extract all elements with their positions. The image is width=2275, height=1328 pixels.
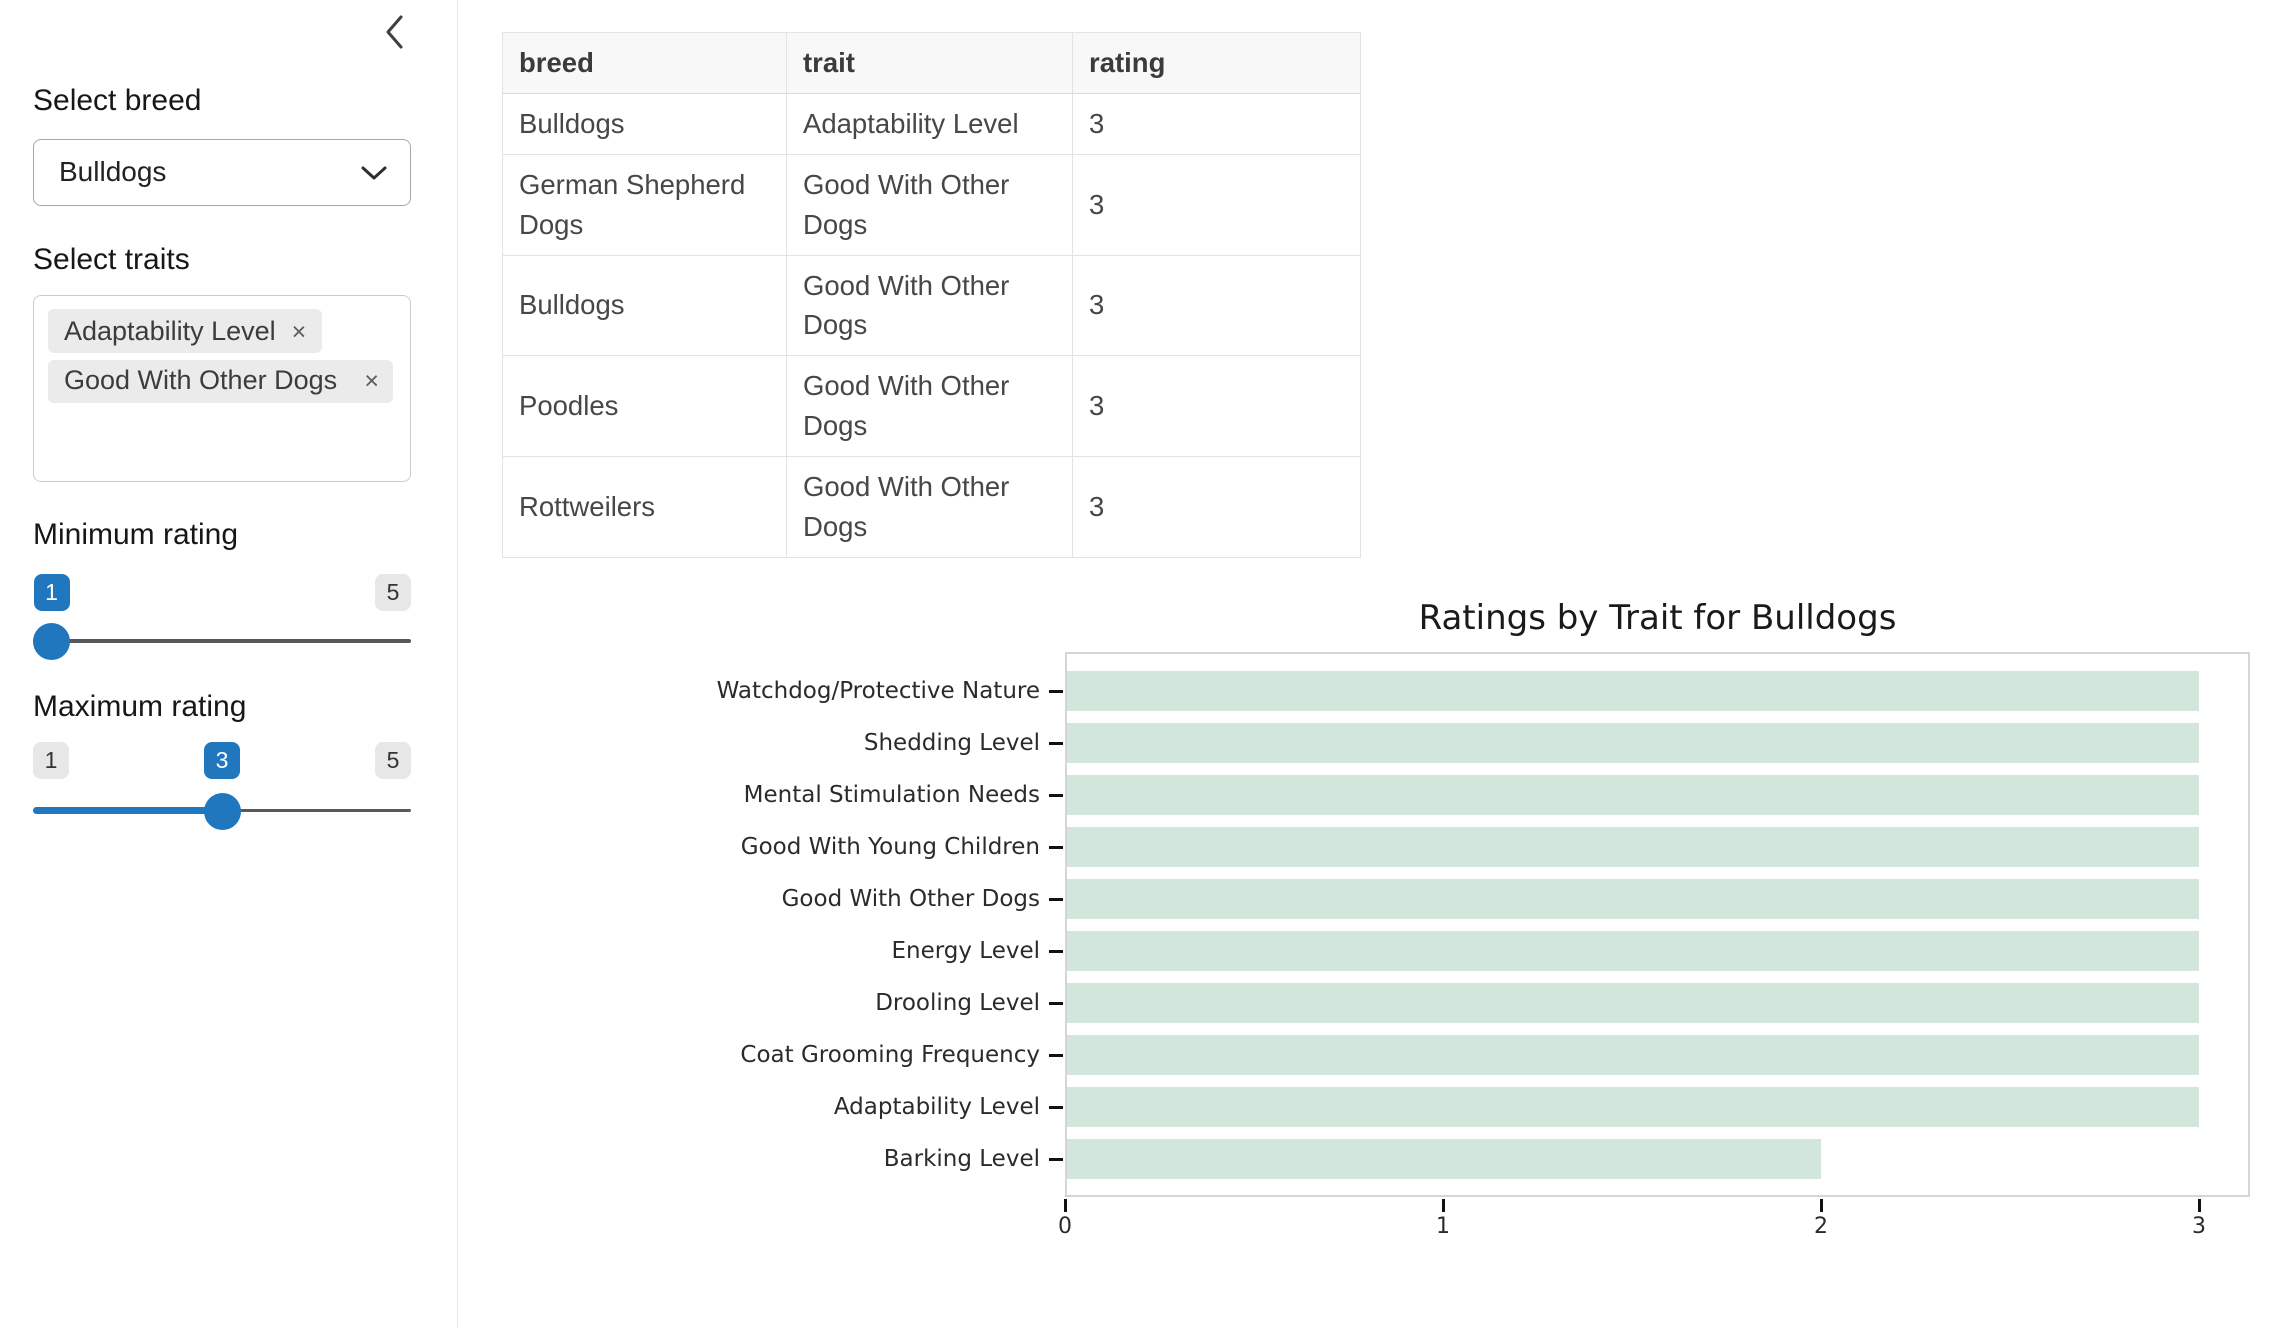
- table-row: Bulldogs Adaptability Level 3: [502, 92, 1361, 155]
- table-cell: Adaptability Level: [786, 92, 1073, 155]
- breed-select[interactable]: Bulldogs: [33, 139, 411, 206]
- y-tick: [1049, 793, 1063, 797]
- y-tick: [1049, 689, 1063, 693]
- x-tick: [1819, 1199, 1823, 1212]
- x-tick: [2197, 1199, 2201, 1212]
- traits-label: Select traits: [33, 243, 190, 276]
- y-axis-label: Mental Stimulation Needs: [743, 782, 1040, 808]
- slider-fill: [33, 807, 222, 814]
- bar: [1067, 1087, 2199, 1127]
- max-rating-label: Maximum rating: [33, 690, 247, 723]
- trait-tag-label: Adaptability Level: [64, 316, 276, 346]
- chevron-down-icon: [360, 165, 388, 187]
- table-cell: Good With Other Dogs: [786, 153, 1073, 256]
- traits-multiselect[interactable]: Adaptability Level × Good With Other Dogs…: [33, 295, 411, 482]
- table-cell: Good With Other Dogs: [786, 456, 1073, 558]
- table-cell: 3: [1072, 92, 1361, 155]
- table-cell: Good With Other Dogs: [786, 254, 1073, 357]
- trait-tag: Good With Other Dogs ×: [48, 360, 393, 403]
- y-tick: [1049, 845, 1063, 849]
- slider-max-badge: 5: [375, 574, 411, 611]
- y-tick: [1049, 897, 1063, 901]
- bar: [1067, 723, 2199, 763]
- trait-tag: Adaptability Level ×: [48, 309, 323, 353]
- trait-tag-label: Good With Other Dogs: [64, 365, 338, 395]
- table-cell: Rottweilers: [502, 456, 787, 558]
- x-tick: [1063, 1199, 1067, 1212]
- y-tick: [1049, 1053, 1063, 1057]
- table-cell: Good With Other Dogs: [786, 355, 1073, 457]
- bar: [1067, 879, 2199, 919]
- table-row: German Shepherd Dogs Good With Other Dogs…: [502, 153, 1361, 256]
- table-row: Rottweilers Good With Other Dogs 3: [502, 456, 1361, 558]
- table-cell: Poodles: [502, 355, 787, 457]
- x-tick-label: 0: [1058, 1214, 1072, 1239]
- table-cell: Bulldogs: [502, 92, 787, 155]
- x-tick-label: 3: [2192, 1214, 2206, 1239]
- y-tick: [1049, 949, 1063, 953]
- bar: [1067, 983, 2199, 1023]
- table-cell: 3: [1072, 254, 1361, 357]
- table-row: Bulldogs Good With Other Dogs 3: [502, 254, 1361, 357]
- slider-track[interactable]: [33, 639, 411, 643]
- table-body: Bulldogs Adaptability Level 3 German Shephe…: [502, 92, 1361, 558]
- chevron-left-icon: [383, 15, 407, 54]
- table-cell: Bulldogs: [502, 254, 787, 357]
- slider-min-badge: 1: [33, 742, 69, 779]
- table-header-cell: rating: [1072, 32, 1361, 94]
- y-axis-label: Energy Level: [891, 938, 1040, 964]
- bar: [1067, 827, 2199, 867]
- slider-max-badge: 5: [375, 742, 411, 779]
- y-tick: [1049, 1157, 1063, 1161]
- x-tick-label: 1: [1436, 1214, 1450, 1239]
- y-axis-label: Good With Other Dogs: [781, 886, 1040, 912]
- bar: [1067, 671, 2199, 711]
- table-row: Poodles Good With Other Dogs 3: [502, 355, 1361, 457]
- bar: [1067, 1035, 2199, 1075]
- remove-icon[interactable]: ×: [291, 318, 307, 346]
- x-tick: [1441, 1199, 1445, 1212]
- table-cell: 3: [1072, 456, 1361, 558]
- min-rating-label: Minimum rating: [33, 518, 239, 551]
- y-axis-label: Shedding Level: [863, 730, 1040, 756]
- bar: [1067, 931, 2199, 971]
- sidebar: Select breed Bulldogs Select traits Adap…: [0, 0, 458, 1328]
- y-axis-label: Good With Young Children: [740, 834, 1040, 860]
- y-axis-label: Adaptability Level: [833, 1094, 1040, 1120]
- table-header-cell: breed: [502, 32, 787, 94]
- table-cell: German Shepherd Dogs: [502, 153, 787, 256]
- breed-select-value: Bulldogs: [59, 156, 167, 187]
- sidebar-collapse-button[interactable]: [374, 10, 416, 56]
- remove-icon[interactable]: ×: [364, 367, 379, 395]
- bar: [1067, 775, 2199, 815]
- table-cell: 3: [1072, 153, 1361, 256]
- slider-value-badge: 1: [33, 574, 70, 611]
- y-axis-label: Watchdog/Protective Nature: [716, 678, 1040, 704]
- table-cell: 3: [1072, 355, 1361, 457]
- data-table: breed trait rating Bulldogs Adaptability …: [502, 32, 1361, 558]
- chart-title: Ratings by Trait for Bulldogs: [1418, 598, 1897, 638]
- table-header-cell: trait: [786, 32, 1073, 94]
- slider-handle[interactable]: [33, 623, 70, 660]
- y-axis-label: Drooling Level: [875, 990, 1040, 1016]
- x-tick-label: 2: [1814, 1214, 1828, 1239]
- breed-label: Select breed: [33, 84, 202, 117]
- y-axis-label: Coat Grooming Frequency: [740, 1042, 1040, 1068]
- slider-value-badge: 3: [204, 742, 240, 779]
- y-tick: [1049, 1105, 1063, 1109]
- y-tick: [1049, 741, 1063, 745]
- slider-handle[interactable]: [203, 793, 241, 830]
- y-axis-label: Barking Level: [883, 1146, 1040, 1172]
- y-tick: [1049, 1001, 1063, 1005]
- bar: [1067, 1139, 1821, 1179]
